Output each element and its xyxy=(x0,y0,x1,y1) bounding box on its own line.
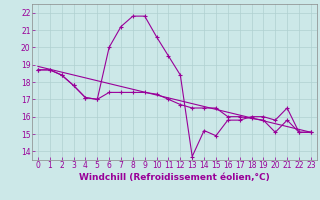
X-axis label: Windchill (Refroidissement éolien,°C): Windchill (Refroidissement éolien,°C) xyxy=(79,173,270,182)
